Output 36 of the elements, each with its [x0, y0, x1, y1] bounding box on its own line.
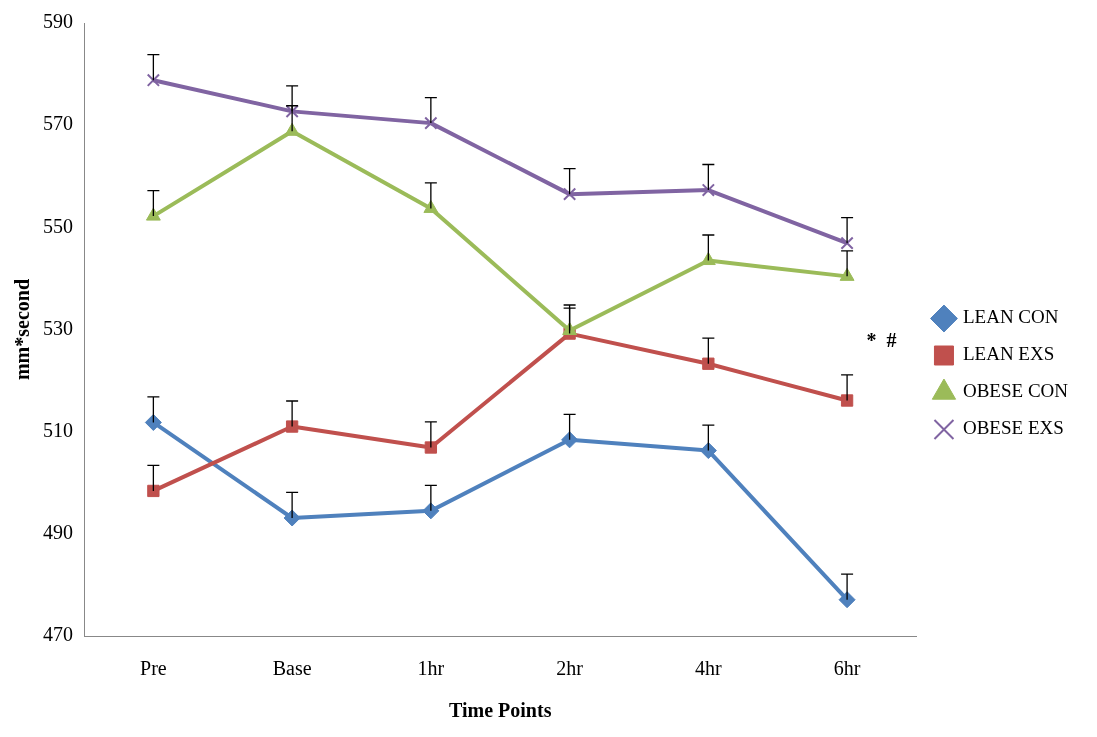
point — [840, 236, 854, 250]
point — [147, 484, 160, 498]
x-tick-label: 2hr — [556, 657, 584, 680]
x-tick-label: Base — [272, 657, 312, 680]
y-tick-label: 490 — [43, 521, 73, 544]
legend-label: OBESE EXS — [962, 417, 1064, 439]
x-tick-label: 4hr — [695, 657, 723, 680]
point — [285, 420, 299, 433]
point — [285, 104, 299, 119]
x-tick-label: 6hr — [833, 657, 861, 680]
point — [699, 442, 717, 460]
y-tick-label: 510 — [43, 418, 73, 441]
point — [702, 357, 715, 370]
point — [144, 413, 162, 431]
y-tick-label: 470 — [43, 623, 73, 646]
point — [562, 187, 577, 201]
y-axis-title: mm*second — [11, 278, 34, 381]
y-tick-label: 530 — [43, 316, 73, 339]
x-tick-label: Pre — [140, 657, 167, 680]
point — [700, 252, 716, 266]
point — [701, 183, 715, 197]
point — [145, 207, 161, 221]
point — [561, 431, 579, 449]
y-tick-label: 570 — [43, 112, 73, 135]
annotation: * # — [866, 328, 897, 351]
point — [146, 73, 161, 87]
y-tick-label: 590 — [43, 10, 73, 33]
point — [424, 116, 438, 130]
y-tick-label: 550 — [43, 214, 73, 237]
legend-label: OBESE CON — [962, 380, 1069, 402]
legend-label: LEAN CON — [962, 306, 1059, 328]
x-tick-label: 1hr — [417, 657, 445, 680]
x-axis-title: Time Points — [449, 699, 552, 722]
point — [840, 394, 854, 407]
legend-label: LEAN EXS — [962, 343, 1055, 365]
point — [424, 441, 438, 454]
